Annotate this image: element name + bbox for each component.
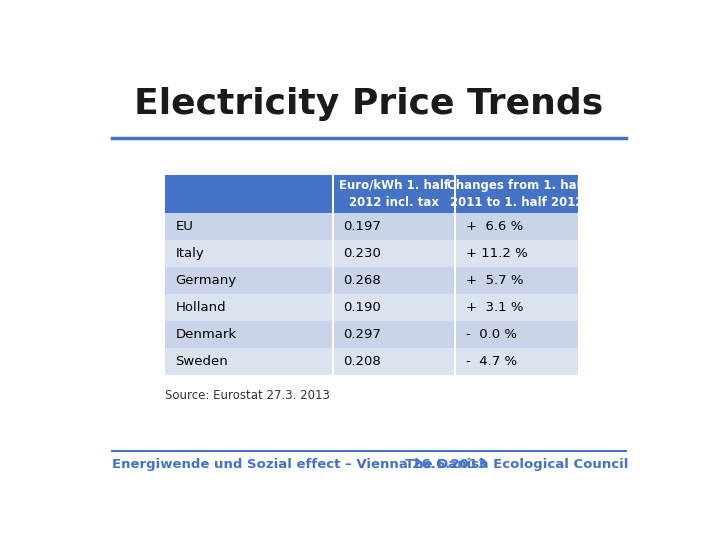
Text: Germany: Germany (176, 274, 236, 287)
Text: +  6.6 %: + 6.6 % (466, 220, 523, 233)
Text: -  0.0 %: - 0.0 % (466, 328, 516, 341)
Text: Changes from 1. half
2011 to 1. half 2012: Changes from 1. half 2011 to 1. half 201… (447, 179, 586, 209)
Text: The Danish Ecological Council: The Danish Ecological Council (405, 458, 629, 471)
Text: Source: Eurostat 27.3. 2013: Source: Eurostat 27.3. 2013 (166, 389, 330, 402)
Text: +  3.1 %: + 3.1 % (466, 301, 523, 314)
FancyBboxPatch shape (166, 213, 578, 240)
Text: Denmark: Denmark (176, 328, 236, 341)
Text: -  4.7 %: - 4.7 % (466, 355, 517, 368)
Text: EU: EU (176, 220, 193, 233)
Text: 0.208: 0.208 (343, 355, 381, 368)
FancyBboxPatch shape (166, 321, 578, 348)
Text: Sweden: Sweden (176, 355, 228, 368)
Text: Electricity Price Trends: Electricity Price Trends (135, 87, 603, 122)
Text: +  5.7 %: + 5.7 % (466, 274, 523, 287)
FancyBboxPatch shape (166, 267, 578, 294)
Text: 0.230: 0.230 (343, 247, 381, 260)
Text: Holland: Holland (176, 301, 226, 314)
Text: + 11.2 %: + 11.2 % (466, 247, 527, 260)
Text: 0.197: 0.197 (343, 220, 381, 233)
Text: 0.297: 0.297 (343, 328, 381, 341)
Text: Italy: Italy (176, 247, 204, 260)
Text: 0.190: 0.190 (343, 301, 381, 314)
FancyBboxPatch shape (166, 175, 578, 213)
Text: Euro/kWh 1. half
2012 incl. tax: Euro/kWh 1. half 2012 incl. tax (339, 179, 449, 209)
FancyBboxPatch shape (166, 348, 578, 375)
FancyBboxPatch shape (166, 294, 578, 321)
Text: 0.268: 0.268 (343, 274, 381, 287)
FancyBboxPatch shape (166, 240, 578, 267)
Text: Energiwende und Sozial effect – Vienna 26.6.2013: Energiwende und Sozial effect – Vienna 2… (112, 458, 487, 471)
